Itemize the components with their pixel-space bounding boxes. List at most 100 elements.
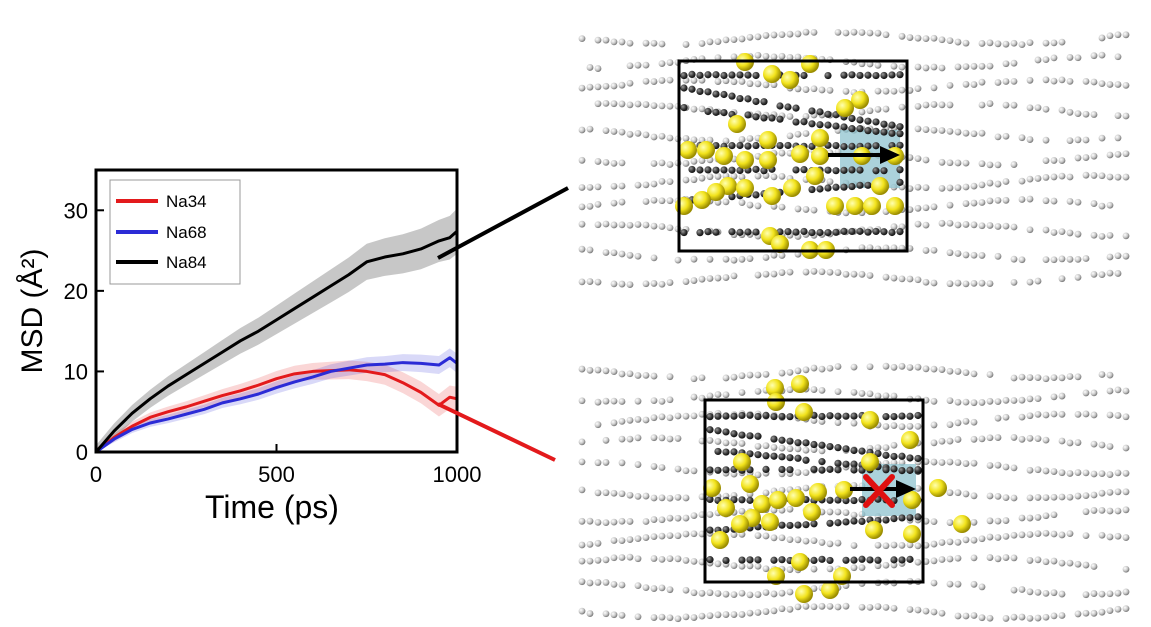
background-atom (762, 52, 770, 60)
framework-atom (848, 114, 856, 123)
background-atom (1082, 532, 1090, 540)
background-atom (778, 589, 786, 597)
background-atom (634, 181, 642, 189)
framework-atom (914, 454, 922, 463)
framework-atom (864, 127, 872, 135)
background-atom (1098, 34, 1106, 42)
background-atom (858, 603, 866, 611)
background-atom (954, 221, 962, 229)
background-atom (1066, 78, 1074, 85)
background-atom (810, 585, 818, 592)
background-atom (1010, 494, 1018, 502)
background-atom (754, 532, 762, 540)
background-atom (890, 392, 898, 400)
framework-atom (810, 440, 818, 449)
background-atom (1114, 112, 1122, 119)
background-atom (754, 387, 762, 395)
background-atom (962, 183, 970, 191)
background-atom (642, 181, 650, 189)
background-atom (746, 255, 754, 263)
background-atom (978, 583, 986, 591)
framework-atom (864, 117, 872, 125)
background-atom (1074, 469, 1082, 476)
background-atom (970, 130, 978, 138)
background-atom (706, 38, 714, 46)
background-atom (578, 557, 586, 565)
sodium-ion (753, 495, 771, 513)
background-atom (1050, 54, 1058, 62)
background-atom (682, 278, 690, 285)
background-atom (762, 81, 770, 89)
background-atom (978, 279, 986, 287)
background-atom (1074, 560, 1082, 568)
background-atom (1122, 588, 1130, 596)
background-atom (946, 397, 954, 404)
background-atom (738, 78, 746, 85)
background-atom (962, 398, 970, 406)
background-atom (762, 589, 770, 596)
background-atom (1010, 397, 1018, 404)
background-atom (898, 86, 906, 94)
background-atom (954, 250, 962, 257)
sodium-ion (679, 141, 697, 159)
background-atom (1074, 54, 1082, 62)
background-atom (954, 554, 962, 562)
background-atom (586, 278, 594, 285)
background-atom (1010, 255, 1018, 263)
background-atom (1034, 556, 1042, 564)
framework-atom (794, 521, 802, 529)
background-atom (986, 222, 994, 229)
background-atom (642, 77, 650, 85)
background-atom (890, 604, 898, 612)
background-atom (618, 159, 626, 167)
background-atom (1114, 589, 1122, 597)
background-atom (770, 444, 778, 451)
background-atom (650, 254, 658, 262)
background-atom (1082, 136, 1090, 144)
background-atom (658, 584, 666, 592)
background-atom (770, 31, 778, 39)
background-atom (1042, 589, 1050, 597)
background-atom (1026, 614, 1034, 622)
framework-atom (818, 555, 826, 563)
background-atom (1066, 493, 1074, 501)
background-atom (818, 268, 826, 276)
background-atom (658, 60, 666, 68)
background-atom (682, 135, 690, 142)
background-atom (914, 220, 922, 228)
x-tick-label: 0 (90, 462, 102, 487)
framework-atom (760, 114, 768, 122)
background-atom (1106, 269, 1114, 277)
background-atom (706, 511, 714, 518)
background-atom (954, 419, 962, 427)
background-atom (858, 108, 866, 116)
background-atom (882, 561, 890, 569)
sodium-ion (795, 585, 813, 603)
background-atom (1114, 532, 1122, 540)
background-atom (1098, 590, 1106, 598)
framework-atom (808, 228, 816, 237)
background-atom (730, 373, 738, 381)
background-atom (970, 62, 978, 70)
background-atom (994, 79, 1002, 86)
background-atom (794, 367, 802, 375)
background-atom (994, 555, 1002, 563)
background-atom (970, 251, 978, 259)
background-atom (962, 460, 970, 467)
framework-atom (706, 426, 714, 434)
background-atom (634, 129, 642, 137)
background-atom (874, 29, 882, 37)
background-atom (714, 38, 722, 46)
background-atom (890, 223, 898, 231)
framework-atom (880, 71, 888, 80)
background-atom (1074, 439, 1082, 446)
background-atom (986, 39, 994, 47)
sodium-ion (803, 503, 821, 521)
background-atom (1058, 228, 1066, 235)
framework-atom (872, 127, 880, 135)
background-atom (610, 249, 618, 257)
sodium-ion (871, 177, 889, 195)
background-atom (930, 458, 938, 466)
background-atom (770, 173, 778, 181)
background-atom (706, 589, 714, 597)
